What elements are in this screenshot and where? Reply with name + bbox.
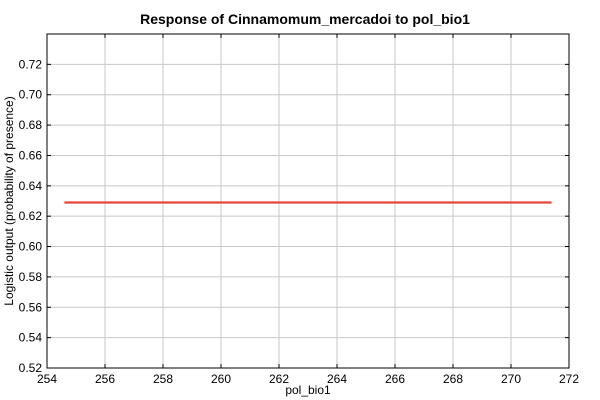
y-axis-label: Logistic output (probability of presence… — [2, 96, 16, 305]
y-tick-label: 0.66 — [19, 148, 43, 162]
y-tick-label: 0.54 — [19, 331, 43, 345]
x-tick-label: 256 — [95, 372, 115, 386]
x-tick-label: 254 — [37, 372, 57, 386]
y-tick-label: 0.72 — [19, 57, 43, 71]
y-tick-label: 0.62 — [19, 209, 43, 223]
x-axis-label: pol_bio1 — [285, 383, 331, 397]
x-tick-label: 272 — [559, 372, 579, 386]
x-tick-label: 268 — [443, 372, 463, 386]
x-tick-label: 270 — [501, 372, 521, 386]
axis-ticks: 254 256 258 260 262 264 266 268 270 272 0.52 0.54 0.… — [19, 34, 579, 386]
x-tick-label: 258 — [153, 372, 173, 386]
y-tick-label: 0.58 — [19, 270, 43, 284]
y-tick-label: 0.68 — [19, 118, 43, 132]
plot-frame — [46, 33, 570, 369]
x-tick-label: 264 — [327, 372, 347, 386]
y-tick-label: 0.64 — [19, 179, 43, 193]
x-tick-label: 262 — [269, 372, 289, 386]
y-tick-label: 0.70 — [19, 88, 43, 102]
y-tick-label: 0.60 — [19, 240, 43, 254]
x-tick-label: 260 — [211, 372, 231, 386]
y-tick-label: 0.56 — [19, 300, 43, 314]
x-tick-label: 266 — [385, 372, 405, 386]
chart-title: Response of Cinnamomum_mercadoi to pol_b… — [140, 11, 470, 27]
y-tick-label: 0.52 — [19, 361, 43, 375]
